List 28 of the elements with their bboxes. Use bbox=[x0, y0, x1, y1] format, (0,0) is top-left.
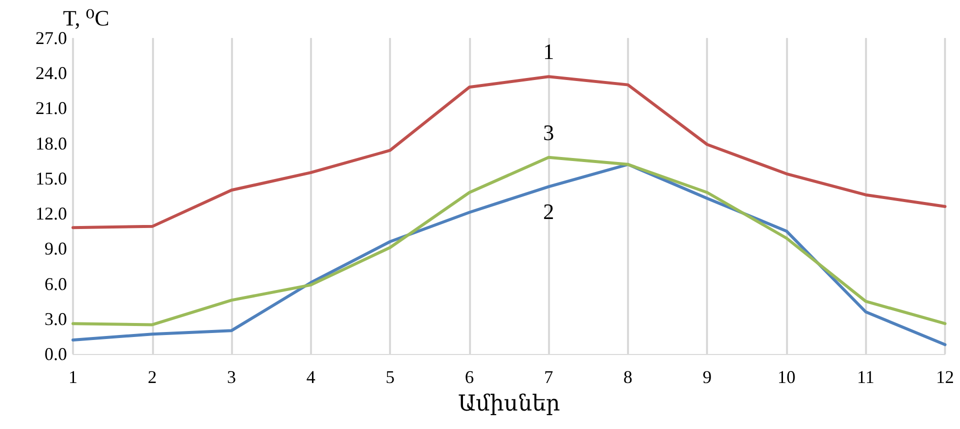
x-tick-label: 5 bbox=[386, 367, 395, 387]
x-tick-label: 10 bbox=[777, 367, 796, 387]
x-tick-label: 6 bbox=[464, 367, 474, 387]
y-tick-label: 0.0 bbox=[44, 344, 67, 364]
series-label: 3 bbox=[543, 120, 554, 145]
y-tick-label: 15.0 bbox=[36, 168, 67, 188]
x-tick-label: 8 bbox=[623, 367, 632, 387]
series-label: 1 bbox=[543, 39, 554, 64]
y-tick-label: 21.0 bbox=[36, 98, 67, 118]
x-tick-label: 11 bbox=[857, 367, 874, 387]
y-tick-label: 9.0 bbox=[44, 238, 67, 259]
x-tick-label: 2 bbox=[148, 367, 157, 387]
y-tick-label: 27.0 bbox=[36, 28, 67, 48]
series-label: 2 bbox=[543, 199, 554, 224]
y-tick-label: 24.0 bbox=[36, 63, 67, 84]
y-tick-label: 12.0 bbox=[36, 204, 67, 224]
x-axis-title: Ամիսներ bbox=[458, 390, 560, 416]
y-axis-title: T, ⁰C bbox=[63, 6, 110, 31]
x-tick-label: 7 bbox=[544, 367, 554, 387]
y-tick-label: 6.0 bbox=[44, 274, 67, 294]
x-tick-label: 1 bbox=[68, 367, 78, 387]
y-tick-label: 3.0 bbox=[44, 308, 67, 329]
x-tick-label: 12 bbox=[936, 367, 954, 387]
y-tick-label: 18.0 bbox=[36, 133, 67, 154]
x-tick-label: 3 bbox=[227, 367, 236, 387]
x-tick-label: 9 bbox=[702, 367, 712, 387]
x-tick-label: 4 bbox=[306, 367, 316, 387]
line-series bbox=[72, 75, 946, 230]
